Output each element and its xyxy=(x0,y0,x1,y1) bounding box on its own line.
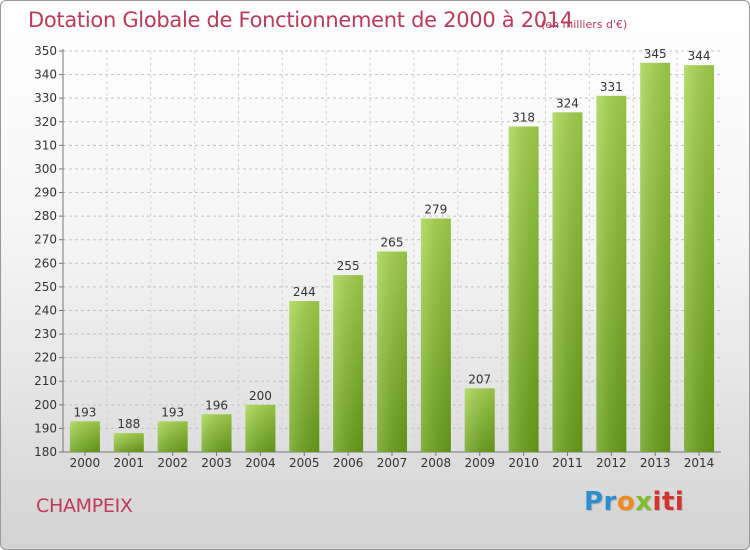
bar-shade xyxy=(420,218,451,452)
chart-subtitle: (en milliers d'€) xyxy=(541,18,628,31)
bar-shade xyxy=(640,62,671,452)
x-tick-label: 2003 xyxy=(201,456,232,470)
y-tick-label: 180 xyxy=(34,445,57,459)
y-tick-label: 340 xyxy=(34,68,57,82)
data-label: 196 xyxy=(205,398,228,412)
bar-shade xyxy=(508,126,539,452)
y-tick-label: 190 xyxy=(34,421,57,435)
x-tick-label: 2002 xyxy=(157,456,188,470)
y-tick-label: 250 xyxy=(34,280,57,294)
x-tick-label: 2007 xyxy=(377,456,408,470)
x-tick-label: 2014 xyxy=(684,456,715,470)
data-label: 193 xyxy=(73,405,96,419)
bar-shade xyxy=(684,65,715,452)
logo-part: x xyxy=(635,487,653,517)
proxiti-logo: Proxiti xyxy=(584,487,684,517)
y-tick-label: 280 xyxy=(34,209,57,223)
y-tick-label: 320 xyxy=(34,115,57,129)
x-tick-label: 2013 xyxy=(640,456,671,470)
y-tick-label: 270 xyxy=(34,233,57,247)
data-labels: 193 188 193 196 200 244 255 265 279 207 318 324 331 3… xyxy=(73,47,710,431)
bars xyxy=(69,62,715,453)
data-label: 200 xyxy=(249,389,272,403)
y-tick-label: 220 xyxy=(34,351,57,365)
x-tick-label: 2000 xyxy=(70,456,101,470)
x-tick-label: 2005 xyxy=(289,456,320,470)
data-label: 244 xyxy=(293,285,316,299)
y-tick-label: 350 xyxy=(34,44,57,58)
y-tick-label: 200 xyxy=(34,398,57,412)
data-label: 279 xyxy=(424,202,447,216)
y-tick-label: 230 xyxy=(34,327,57,341)
data-label: 207 xyxy=(468,372,491,386)
bar-shade xyxy=(113,433,144,452)
data-label: 344 xyxy=(688,49,711,63)
y-tick-label: 260 xyxy=(34,256,57,270)
data-label: 324 xyxy=(556,96,579,110)
data-label: 193 xyxy=(161,405,184,419)
logo-part: iti xyxy=(652,487,685,517)
y-tick-label: 290 xyxy=(34,186,57,200)
x-tick-label: 2001 xyxy=(114,456,145,470)
x-tick-label: 2010 xyxy=(508,456,539,470)
x-tick-label: 2006 xyxy=(333,456,364,470)
bar-shade xyxy=(201,414,232,452)
data-label: 331 xyxy=(600,80,623,94)
bar-shade xyxy=(552,112,583,453)
x-tick-label: 2008 xyxy=(421,456,452,470)
bar-shade xyxy=(377,251,407,452)
bar-chart: 180 190 200 210 220 230 240 250 260 270 280 290 300 3… xyxy=(34,44,721,470)
x-tick-label: 2009 xyxy=(464,456,495,470)
logo-part: Pr xyxy=(584,487,617,517)
y-tick-label: 300 xyxy=(34,162,57,176)
y-tick-label: 210 xyxy=(34,374,57,388)
data-label: 345 xyxy=(644,47,667,61)
x-tick-label: 2012 xyxy=(596,456,627,470)
bar-shade xyxy=(157,421,188,452)
data-label: 318 xyxy=(512,110,535,124)
bar-shade xyxy=(333,275,364,452)
y-tick-label: 330 xyxy=(34,91,57,105)
bar-shade xyxy=(464,388,495,452)
bar-shade xyxy=(69,421,100,452)
y-tick-label: 240 xyxy=(34,303,57,317)
y-tick-label: 310 xyxy=(34,138,57,152)
chart-title: Dotation Globale de Fonctionnement de 20… xyxy=(28,8,573,32)
logo-part: o xyxy=(616,487,636,517)
x-tick-label: 2004 xyxy=(245,456,276,470)
data-label: 265 xyxy=(381,236,404,250)
data-label: 255 xyxy=(337,259,360,273)
bar-shade xyxy=(289,301,320,452)
x-tick-label: 2011 xyxy=(552,456,583,470)
bar-shade xyxy=(596,95,627,452)
data-label: 188 xyxy=(117,417,140,431)
commune-name: CHAMPEIX xyxy=(36,495,133,517)
bar-shade xyxy=(245,404,276,452)
